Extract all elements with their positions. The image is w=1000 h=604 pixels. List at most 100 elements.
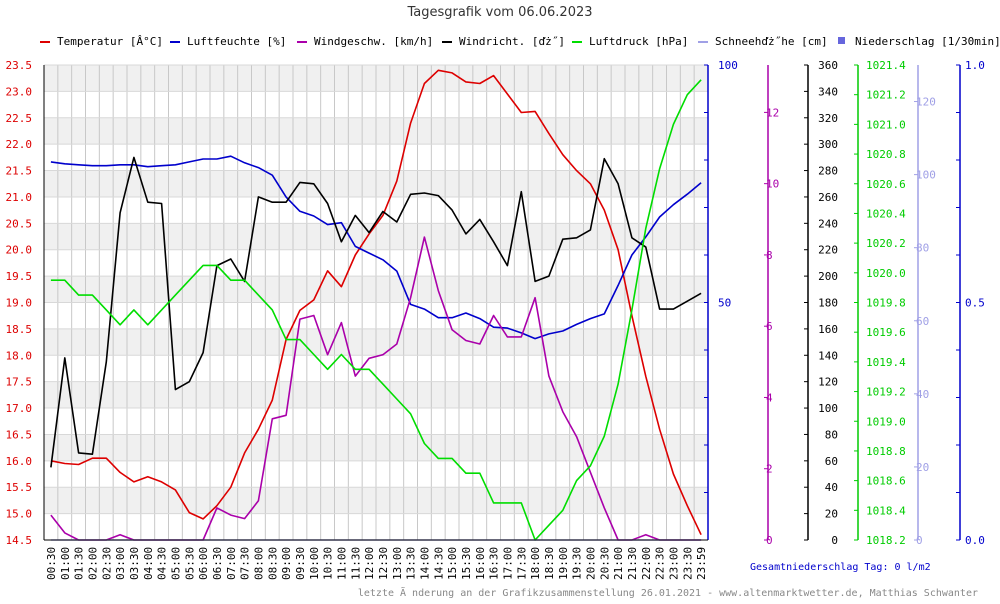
rain-tick-label: 1.0 [965,59,985,72]
dir-tick-label: 40 [825,481,838,494]
x-tick-label: 14:00 [418,547,431,580]
dir-tick-label: 60 [825,455,838,468]
temp-tick-label: 17.5 [6,376,33,389]
series-line-0 [50,69,702,536]
dir-tick-label: 80 [825,428,838,441]
snow-tick-label: 40 [916,388,929,401]
x-tick-label: 04:00 [142,547,155,580]
x-tick-label: 12:00 [363,547,376,580]
press-tick-label: 1020.2 [866,237,906,250]
snow-tick-label: 20 [916,461,929,474]
rain-tick-label: 0.5 [965,297,985,310]
dir-tick-label: 320 [818,112,838,125]
wind-tick-label: 10 [766,178,779,191]
x-tick-label: 06:30 [211,547,224,580]
x-tick-label: 14:30 [432,547,445,580]
press-tick-label: 1018.4 [866,504,906,517]
x-tick-label: 08:00 [252,547,265,580]
x-tick-label: 21:00 [612,547,625,580]
temp-tick-label: 23.5 [6,59,33,72]
press-tick-label: 1020.0 [866,267,906,280]
x-tick-label: 23:00 [667,547,680,580]
legend-label-2: Windgeschw. [km/h] [314,35,433,48]
x-tick-label: 17:30 [515,547,528,580]
series-line-3 [50,156,702,468]
total-precipitation: Gesamtniederschlag Tag: 0 l/m2 [750,562,931,573]
x-tick-label: 16:00 [474,547,487,580]
x-tick-label: 23:59 [695,547,708,580]
x-tick-label: 01:30 [73,547,86,580]
x-tick-label: 02:00 [86,547,99,580]
axes: 14.5 15.0 15.5 16.0 16.5 17.0 17.5 18.0 18.5 19.0… [6,59,985,547]
x-tick-label: 19:00 [557,547,570,580]
x-tick-label: 18:00 [529,547,542,580]
dir-tick-label: 0 [831,534,838,547]
x-tick-label: 10:00 [308,547,321,580]
snow-tick-label: 100 [916,169,936,182]
press-tick-label: 1021.2 [866,89,906,102]
x-tick-label: 07:30 [239,547,252,580]
dir-tick-label: 260 [818,191,838,204]
x-tick-label: 16:30 [488,547,501,580]
x-tick-label: 20:30 [598,547,611,580]
temp-tick-label: 17.0 [6,402,33,415]
footer-credit: letzte Ã nderung an der Grafikzusammenst… [358,586,978,599]
dir-tick-label: 340 [818,85,838,98]
snow-tick-label: 60 [916,315,929,328]
wind-tick-label: 12 [766,106,779,119]
x-tick-label: 23:30 [681,547,694,580]
legend-label-6: Niederschlag [1/30min] [855,35,1000,48]
legend-label-3: Windricht. [ďż˝] [459,35,565,48]
x-tick-label: 15:00 [446,547,459,580]
temp-tick-label: 21.0 [6,191,33,204]
press-tick-label: 1019.6 [866,326,906,339]
snow-tick-label: 80 [916,242,929,255]
wind-tick-label: 2 [766,463,773,476]
x-tick-label: 22:00 [640,547,653,580]
press-tick-label: 1018.6 [866,475,906,488]
x-tick-label: 00:30 [45,547,58,580]
temp-tick-label: 20.0 [6,244,33,257]
temp-tick-label: 23.0 [6,85,33,98]
wind-tick-label: 0 [766,534,773,547]
x-tick-label: 11:00 [335,547,348,580]
x-tick-label: 13:30 [405,547,418,580]
dir-tick-label: 300 [818,138,838,151]
x-tick-label: 03:00 [114,547,127,580]
press-tick-label: 1018.8 [866,445,906,458]
snow-tick-label: 0 [916,534,923,547]
temp-tick-label: 19.5 [6,270,33,283]
x-tick-label: 18:30 [543,547,556,580]
dir-tick-label: 120 [818,376,838,389]
x-tick-label: 20:00 [584,547,597,580]
press-tick-label: 1020.8 [866,148,906,161]
x-tick-label: 21:30 [626,547,639,580]
x-tick-label: 01:00 [59,547,72,580]
press-tick-label: 1021.0 [866,118,906,131]
temp-tick-label: 18.0 [6,349,33,362]
chart-title: Tagesgrafik vom 06.06.2023 [406,5,592,20]
x-tick-label: 11:30 [349,547,362,580]
x-tick-label: 06:00 [197,547,210,580]
dir-tick-label: 100 [818,402,838,415]
temp-tick-label: 21.5 [6,165,33,178]
dir-tick-label: 180 [818,297,838,310]
dir-tick-label: 140 [818,349,838,362]
x-tick-label: 08:30 [266,547,279,580]
wind-tick-label: 4 [766,391,773,404]
temp-tick-label: 15.0 [6,508,33,521]
legend-label-1: Luftfeuchte [%] [187,35,286,48]
x-tick-label: 13:00 [391,547,404,580]
hum-tick-label: 100 [718,59,738,72]
x-tick-label: 09:00 [280,547,293,580]
x-tick-label: 09:30 [294,547,307,580]
hum-tick-label: 50 [718,297,731,310]
series-line-4 [50,79,702,541]
press-tick-label: 1020.6 [866,178,906,191]
x-tick-label: 12:30 [377,547,390,580]
press-tick-label: 1019.2 [866,386,906,399]
wind-tick-label: 8 [766,249,773,262]
x-axis: 00:30 01:00 01:30 02:00 02:30 03:00 03:30 04:00… [44,539,708,580]
